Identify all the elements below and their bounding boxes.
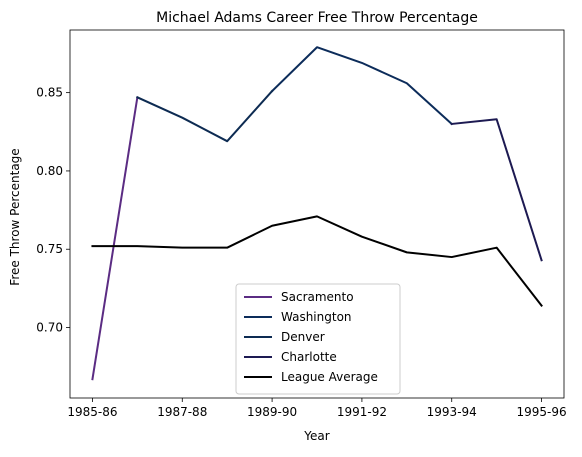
- x-tick-label: 1985-86: [67, 405, 117, 419]
- legend-label: Denver: [281, 330, 325, 344]
- legend: Sacramento Washington Denver Charlotte Leagu…: [236, 284, 400, 394]
- y-tick-label: 0.80: [36, 164, 63, 178]
- x-tick-label: 1991-92: [337, 405, 387, 419]
- x-axis-label: Year: [303, 429, 329, 443]
- x-tick-label: 1987-88: [157, 405, 207, 419]
- x-tick-label: 1993-94: [427, 405, 477, 419]
- y-axis: 0.70 0.75 0.80 0.85: [36, 86, 70, 335]
- chart-title: Michael Adams Career Free Throw Percenta…: [156, 10, 478, 26]
- legend-label: Sacramento: [281, 290, 354, 304]
- y-tick-label: 0.70: [36, 321, 63, 335]
- series-line-sacramento: [92, 97, 137, 379]
- series-line-charlotte: [452, 119, 542, 260]
- y-axis-label: Free Throw Percentage: [8, 148, 22, 285]
- series-line-denver: [137, 91, 272, 141]
- x-axis: 1985-86 1987-88 1989-90 1991-92 1993-94 1995-…: [67, 398, 566, 419]
- legend-label: League Average: [281, 370, 378, 384]
- series-line-washington: [272, 47, 452, 124]
- x-tick-label: 1995-96: [516, 405, 566, 419]
- y-tick-label: 0.75: [36, 242, 63, 256]
- x-tick-label: 1989-90: [247, 405, 297, 419]
- y-tick-label: 0.85: [36, 86, 63, 100]
- legend-label: Charlotte: [281, 350, 337, 364]
- legend-label: Washington: [281, 310, 352, 324]
